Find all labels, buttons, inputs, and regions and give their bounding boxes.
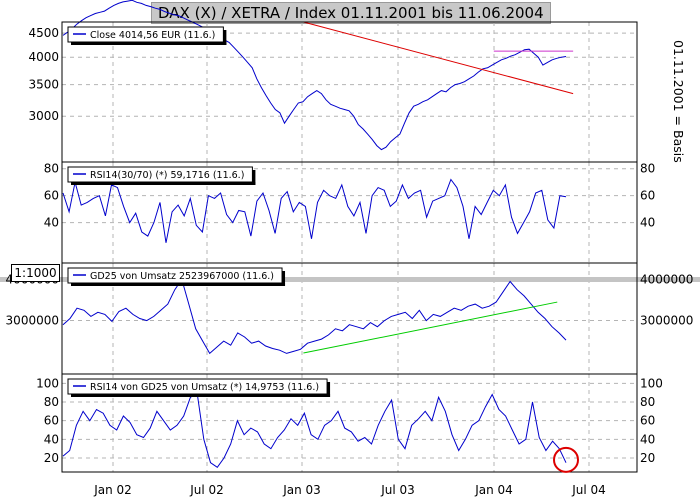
legend-shadow [71, 42, 227, 45]
y-tick-label: 3500 [28, 78, 59, 92]
y-tick-label: 3000000 [6, 314, 59, 328]
y-tick-label-right: 3000000 [640, 314, 693, 328]
legend-label: GD25 von Umsatz 2523967000 (11.6.) [90, 271, 274, 282]
y-tick-label: 3000 [28, 109, 59, 123]
scale-box: 1:1000 [11, 264, 60, 282]
x-tick-label: Jul 04 [571, 483, 606, 497]
legend-shadow [282, 271, 286, 286]
y-tick-label: 60 [44, 414, 59, 428]
y-tick-label-right: 80 [640, 395, 655, 409]
y-tick-label: 40 [44, 216, 59, 230]
panel-price: 4500 4000 3500 3000 Close 4014,56 EUR (11.6.… [28, 0, 638, 163]
y-tick-label: 4500 [28, 26, 59, 40]
y-tick-label-right: 40 [640, 432, 655, 446]
y-tick-label: 40 [44, 432, 59, 446]
legend: Close 4014,56 EUR (11.6.) [67, 26, 227, 45]
y-tick-label: 80 [44, 162, 59, 176]
series-line [62, 391, 567, 468]
y-tick-label: 60 [44, 189, 59, 203]
legend-shadow [327, 382, 331, 397]
legend: RSI14 von GD25 von Umsatz (*) 14,9753 (1… [67, 378, 331, 397]
y-tick-label-right: 60 [640, 189, 655, 203]
trend-red-line [303, 21, 574, 95]
legend-shadow [71, 283, 286, 286]
y-tick-label-right: 20 [640, 451, 655, 465]
y-tick-label-right: 60 [640, 414, 655, 428]
y-tick-label-right: 80 [640, 162, 655, 176]
legend-shadow [252, 170, 256, 185]
legend-label: RSI14 von GD25 von Umsatz (*) 14,9753 (1… [90, 382, 319, 393]
x-tick-label: Jan 03 [282, 483, 321, 497]
legend: RSI14(30/70) (*) 59,1716 (11.6.) [67, 166, 256, 185]
y-tick-label-right: 4000000 [640, 272, 693, 286]
panel-rsi: 80 60 40 80 60 40 RSI14(30/70) (*) 59,1716 (11… [44, 161, 655, 264]
y-tick-label: 100 [36, 376, 59, 390]
panel-rsi-volume: 100 80 60 40 20 100 80 60 40 20 RSI14 von GD25 von… [36, 373, 663, 473]
legend-label: RSI14(30/70) (*) 59,1716 (11.6.) [90, 170, 244, 181]
x-tick-label: Jan 02 [93, 483, 132, 497]
trend-green-line [303, 301, 558, 354]
x-tick-label: Jan 04 [474, 483, 513, 497]
y-tick-label: 80 [44, 395, 59, 409]
highlight-circle [553, 446, 579, 473]
legend-shadow [223, 30, 227, 45]
legend-shadow [71, 182, 256, 185]
legend: GD25 von Umsatz 2523967000 (11.6.) [67, 267, 286, 286]
series-line [62, 0, 567, 151]
chart-title: DAX (X) / XETRA / Index 01.11.2001 bis 1… [151, 2, 551, 24]
x-tick-label: Jul 02 [189, 483, 224, 497]
y-tick-label-right: 40 [640, 216, 655, 230]
y-tick-label: 4000 [28, 50, 59, 64]
y-tick-label-right: 100 [640, 376, 663, 390]
legend-label: Close 4014,56 EUR (11.6.) [90, 30, 215, 41]
panel-frame [61, 373, 638, 473]
x-tick-label: Jul 03 [380, 483, 415, 497]
panel-volume: 4000000300000040000003000000GD25 von Ums… [0, 262, 700, 375]
series-line [62, 178, 567, 243]
series-line [62, 278, 567, 355]
y-tick-label: 20 [44, 451, 59, 465]
legend-shadow [71, 394, 331, 397]
